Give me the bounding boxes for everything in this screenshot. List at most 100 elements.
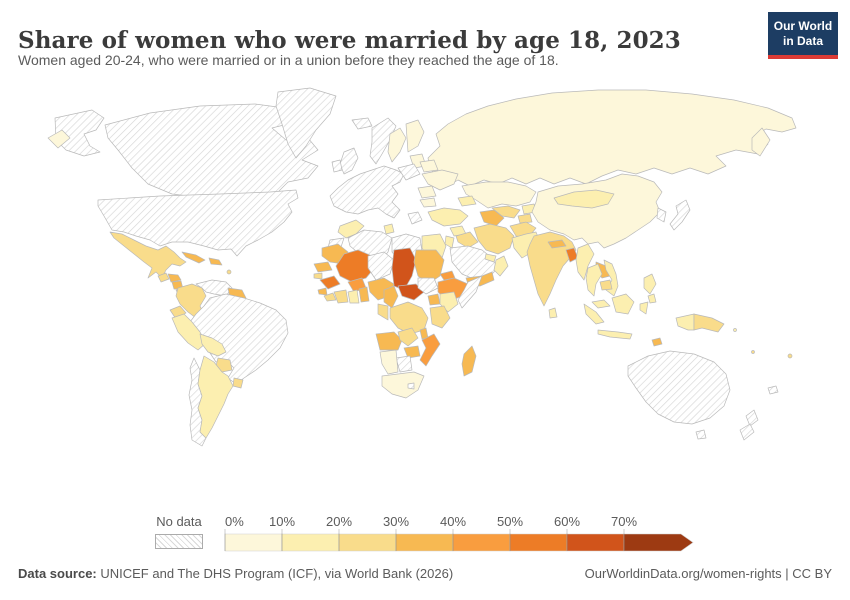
region-lesotho[interactable] [407,382,415,390]
region-mongolia[interactable] [553,189,615,209]
region-usa[interactable] [97,189,299,257]
region-sri-lanka[interactable] [548,307,558,319]
region-turkey[interactable] [427,207,469,227]
region-china[interactable] [531,173,663,249]
region-south-sudan[interactable] [417,277,439,295]
region-central-african-republic[interactable] [397,283,425,301]
owid-logo[interactable]: Our World in Data [768,12,838,59]
region-somalia[interactable] [457,275,483,309]
region-java[interactable] [597,329,633,340]
region-nepal[interactable] [547,239,567,249]
legend-bin-70%+[interactable] [623,533,694,552]
region-korea[interactable] [656,207,667,223]
legend-bin-50-60%[interactable] [509,533,568,552]
region-madagascar[interactable] [461,345,477,377]
region-cote-divoire[interactable] [333,289,349,304]
region-bulgaria[interactable] [419,197,437,208]
legend-bin-40-50%[interactable] [452,533,511,552]
region-angola[interactable] [375,331,403,351]
region-chad[interactable] [391,247,417,291]
region-timor[interactable] [651,337,663,347]
region-borneo[interactable] [611,293,635,315]
region-papua-new-guinea[interactable] [693,313,725,333]
legend-color-scale[interactable]: 0% 10% 20% 30% 40% 50% 60% 70% [224,513,715,556]
region-iraq[interactable] [455,231,479,249]
region-thailand[interactable] [585,263,603,297]
region-ukraine[interactable] [421,169,459,191]
legend-bin-10-20%[interactable] [281,533,340,552]
region-senegal[interactable] [313,261,333,273]
footer-attribution[interactable]: OurWorldinData.org/women-rights | CC BY [584,566,832,581]
region-mexico[interactable] [109,231,187,279]
region-uruguay[interactable] [232,377,244,389]
region-uganda[interactable] [427,293,441,306]
region-tasmania[interactable] [695,429,707,440]
region-norway[interactable] [369,117,397,165]
region-cameroon[interactable] [383,285,399,309]
region-tajikistan[interactable] [517,213,533,224]
region-vanuatu[interactable] [751,350,755,354]
region-kazakhstan[interactable] [461,181,537,209]
region-guatemala[interactable] [157,272,170,283]
region-west-europe[interactable] [329,165,405,219]
region-argentina[interactable] [197,355,234,439]
region-congo-gabon[interactable] [377,303,389,321]
region-myanmar[interactable] [575,243,595,281]
region-romania[interactable] [417,185,437,199]
region-tanzania[interactable] [429,305,451,329]
region-ghana[interactable] [347,289,360,304]
region-cambodia[interactable] [599,279,613,291]
region-guinea-bissau[interactable] [313,272,323,280]
region-bolivia[interactable] [199,333,227,357]
region-tunisia[interactable] [383,223,395,235]
region-uk[interactable] [339,147,359,175]
region-togo-benin[interactable] [358,286,370,303]
region-sierra-leone[interactable] [317,287,328,296]
region-india[interactable] [526,231,577,307]
region-new-zealand-south[interactable] [739,423,755,441]
region-philippines-south[interactable] [647,293,657,304]
region-cuba[interactable] [181,251,206,264]
region-belarus[interactable] [419,159,439,173]
region-kamchatka[interactable] [751,127,771,157]
region-poland[interactable] [397,163,421,181]
region-turkmenistan[interactable] [479,209,505,227]
region-ecuador[interactable] [169,305,187,320]
region-iran[interactable] [473,223,515,255]
region-mozambique[interactable] [419,333,441,367]
region-eritrea[interactable] [439,270,456,281]
region-namibia[interactable] [379,349,399,375]
legend-bin-60-70%[interactable] [566,533,625,552]
region-new-zealand-north[interactable] [745,409,759,427]
region-oman[interactable] [493,255,509,277]
region-south-africa[interactable] [381,371,425,399]
region-liberia[interactable] [323,292,337,302]
region-zambia[interactable] [397,327,419,347]
region-malaysia[interactable] [591,299,611,309]
region-caucasus[interactable] [457,195,477,207]
region-antilles[interactable] [226,269,232,275]
region-fiji[interactable] [787,353,793,359]
region-finland[interactable] [405,119,425,153]
legend-bin-30-40%[interactable] [395,533,454,552]
region-niger[interactable] [367,251,395,281]
region-iceland[interactable] [351,117,373,130]
region-philippines[interactable] [643,273,657,295]
region-botswana[interactable] [395,355,413,373]
legend-bin-20-30%[interactable] [338,533,397,552]
region-jordan-israel[interactable] [444,235,455,249]
region-sumatra[interactable] [583,303,605,325]
region-zimbabwe[interactable] [403,345,421,359]
region-australia[interactable] [627,350,731,425]
region-guinea[interactable] [319,275,341,290]
region-vietnam[interactable] [603,259,619,297]
legend-no-data-swatch[interactable] [155,534,203,549]
region-chukotka[interactable] [47,129,71,149]
region-sulawesi[interactable] [639,301,649,315]
legend-bin-0-10%[interactable] [224,533,283,552]
region-alaska[interactable] [54,109,105,157]
region-hispaniola[interactable] [208,257,223,266]
region-russia[interactable] [427,89,797,187]
region-japan[interactable] [669,199,691,231]
